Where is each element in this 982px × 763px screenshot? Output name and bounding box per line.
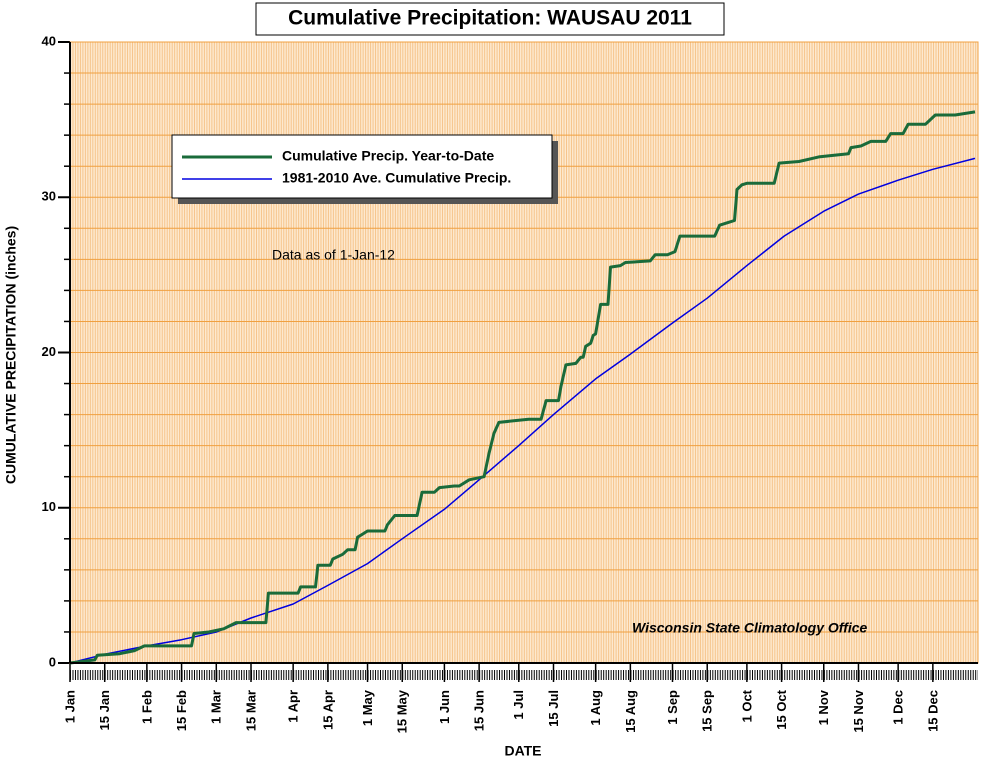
x-tick-label: 15 Sep: [700, 690, 715, 732]
x-tick-label: 15 Feb: [174, 690, 189, 731]
title-box: [255, 2, 725, 36]
x-tick-label: 1 Nov: [816, 689, 831, 725]
x-tick-label: 15 Jul: [546, 690, 561, 727]
daily-ticks: [70, 670, 978, 680]
x-tick-label: 15 Mar: [243, 690, 258, 731]
chart-title: Cumulative Precipitation: WAUSAU 2011: [288, 7, 692, 30]
x-tick-label: 1 Mar: [209, 690, 224, 724]
x-tick-label: 1 Sep: [665, 690, 680, 725]
y-tick-label: 40: [42, 33, 56, 48]
y-tick-label: 10: [42, 499, 56, 514]
annotation: Wisconsin State Climatology Office: [632, 620, 868, 636]
x-tick-label: 15 Aug: [623, 690, 638, 733]
x-tick-label: 15 May: [395, 689, 410, 733]
x-tick-label: 1 Oct: [739, 689, 754, 722]
x-tick-label: 1 May: [360, 689, 375, 726]
x-axis-label: DATE: [504, 743, 541, 759]
x-tick-label: 15 Oct: [774, 689, 789, 729]
x-tick-label: 15 Jan: [97, 690, 112, 731]
x-tick-label: 15 Nov: [851, 689, 866, 732]
legend-label: Cumulative Precip. Year-to-Date: [282, 148, 494, 164]
x-tick-label: 1 Jul: [511, 690, 526, 720]
legend: [171, 134, 553, 199]
y-tick-label: 0: [49, 654, 56, 669]
x-tick-label: 1 Apr: [286, 690, 301, 723]
y-axis-label: CUMULATIVE PRECIPITATION (inches): [3, 226, 19, 484]
legend-label: 1981-2010 Ave. Cumulative Precip.: [282, 170, 511, 186]
x-tick-label: 15 Dec: [925, 690, 940, 732]
annotation: Data as of 1-Jan-12: [272, 247, 395, 263]
x-tick-label: 15 Jun: [472, 690, 487, 731]
x-tick-label: 1 Jan: [62, 690, 77, 723]
x-tick-label: 15 Apr: [320, 690, 335, 730]
y-tick-label: 30: [42, 189, 56, 204]
x-tick-label: 1 Aug: [588, 690, 603, 726]
data-line: [69, 110, 976, 665]
y-tick-label: 20: [42, 344, 56, 359]
data-line: [69, 157, 976, 664]
x-tick-label: 1 Feb: [139, 690, 154, 724]
x-tick-label: 1 Jun: [437, 690, 452, 724]
x-tick-label: 1 Dec: [891, 690, 906, 725]
